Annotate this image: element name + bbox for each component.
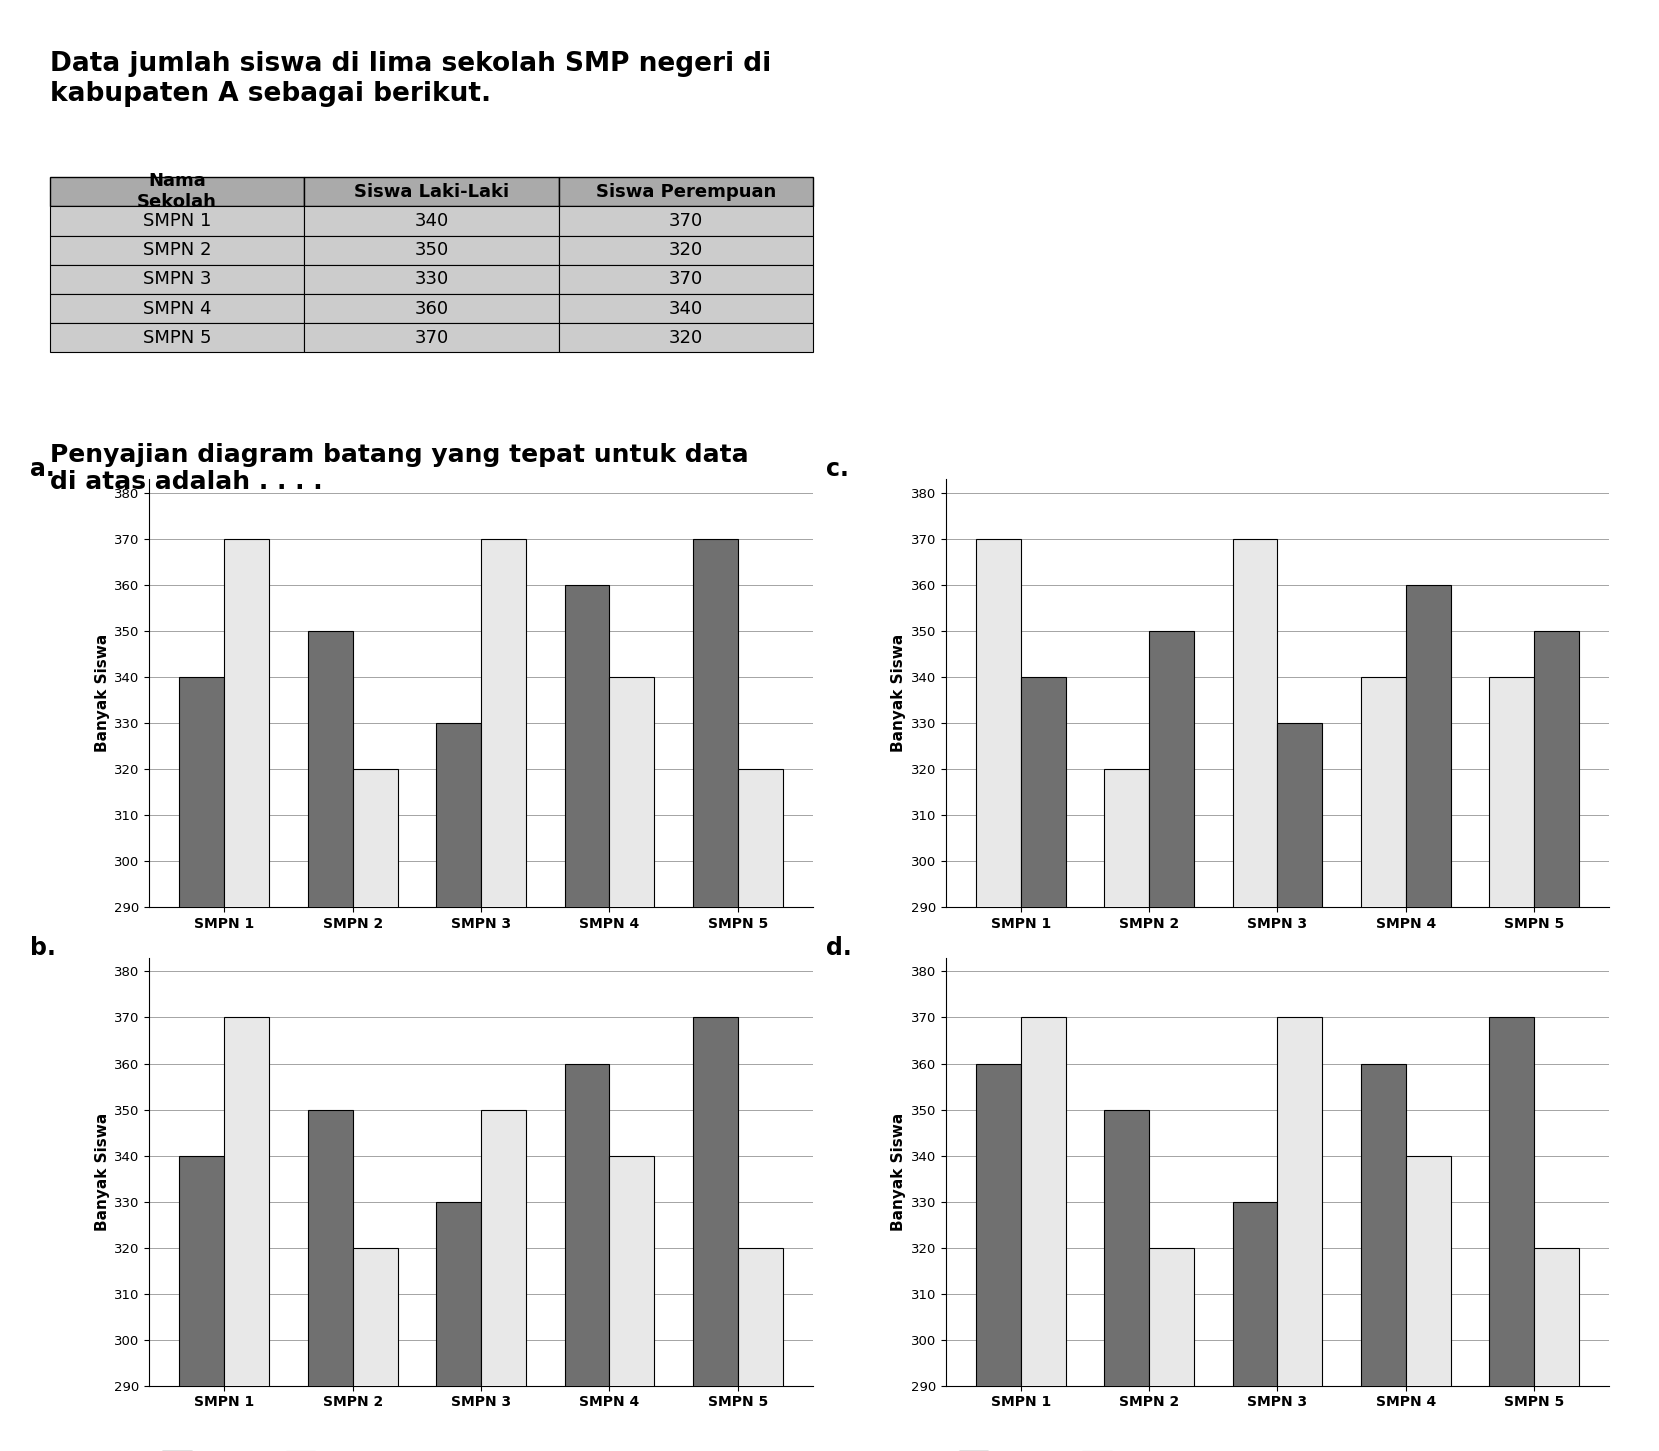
- Bar: [353, 1248, 398, 1451]
- Y-axis label: Banyak Siswa: Banyak Siswa: [95, 1113, 109, 1230]
- Bar: [1405, 1155, 1450, 1451]
- Bar: [609, 676, 654, 1451]
- Bar: [1490, 676, 1535, 1451]
- Bar: [1105, 1110, 1150, 1451]
- Legend: Laki-laki, Perempuan: Laki-laki, Perempuan: [156, 1445, 416, 1451]
- Bar: [179, 676, 224, 1451]
- Bar: [179, 1155, 224, 1451]
- Bar: [693, 1017, 738, 1451]
- Text: d.: d.: [826, 936, 853, 961]
- Bar: [1360, 1064, 1405, 1451]
- Bar: [693, 538, 738, 1451]
- Legend: Laki-laki, Perempuan: Laki-laki, Perempuan: [952, 966, 1213, 994]
- Bar: [1233, 538, 1277, 1451]
- Bar: [564, 1064, 609, 1451]
- Text: b.: b.: [30, 936, 56, 961]
- Bar: [975, 538, 1020, 1451]
- Bar: [609, 1155, 654, 1451]
- Bar: [1233, 1201, 1277, 1451]
- Text: Data jumlah siswa di lima sekolah SMP negeri di
kabupaten A sebagai berikut.: Data jumlah siswa di lima sekolah SMP ne…: [50, 51, 771, 107]
- Bar: [224, 538, 269, 1451]
- Bar: [309, 1110, 353, 1451]
- Y-axis label: Banyak Siswa: Banyak Siswa: [891, 634, 906, 752]
- Bar: [1535, 1248, 1579, 1451]
- Legend: Laki-laki, Perempuan: Laki-laki, Perempuan: [156, 966, 416, 994]
- Bar: [1105, 769, 1150, 1451]
- Y-axis label: Banyak Siswa: Banyak Siswa: [891, 1113, 906, 1230]
- Bar: [1150, 1248, 1194, 1451]
- Text: c.: c.: [826, 457, 849, 482]
- Bar: [1020, 1017, 1065, 1451]
- Bar: [436, 1201, 481, 1451]
- Legend: Laki-laki, Perempuan: Laki-laki, Perempuan: [952, 1445, 1213, 1451]
- Bar: [1277, 723, 1322, 1451]
- Bar: [353, 769, 398, 1451]
- Bar: [224, 1017, 269, 1451]
- Bar: [738, 769, 783, 1451]
- Y-axis label: Banyak Siswa: Banyak Siswa: [95, 634, 109, 752]
- Bar: [738, 1248, 783, 1451]
- Bar: [564, 585, 609, 1451]
- Bar: [1490, 1017, 1535, 1451]
- Bar: [1277, 1017, 1322, 1451]
- Text: Penyajian diagram batang yang tepat untuk data
di atas adalah . . . .: Penyajian diagram batang yang tepat untu…: [50, 443, 748, 495]
- Bar: [436, 723, 481, 1451]
- Bar: [1360, 676, 1405, 1451]
- Bar: [309, 631, 353, 1451]
- Bar: [481, 538, 526, 1451]
- Bar: [1405, 585, 1450, 1451]
- Bar: [1535, 631, 1579, 1451]
- Bar: [481, 1110, 526, 1451]
- Bar: [975, 1064, 1020, 1451]
- Bar: [1020, 676, 1065, 1451]
- Text: a.: a.: [30, 457, 55, 482]
- Bar: [1150, 631, 1194, 1451]
